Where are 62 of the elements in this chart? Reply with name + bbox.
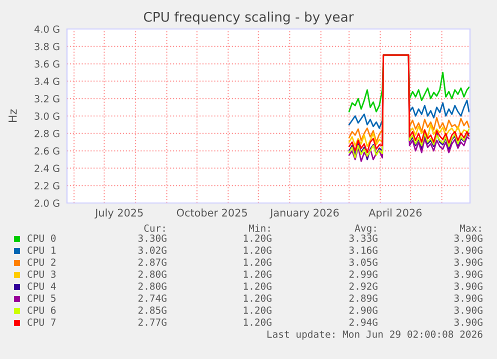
text: 1.20G bbox=[244, 306, 272, 314]
text: 3.16G bbox=[349, 246, 378, 254]
text: Avg: bbox=[354, 224, 376, 234]
legend-label: CPU 6 bbox=[28, 306, 56, 314]
text: 2.77G bbox=[138, 318, 166, 326]
text: 3.05G bbox=[349, 258, 378, 266]
legend-label: CPU 7 bbox=[28, 318, 56, 326]
text: 3.90G bbox=[454, 234, 482, 242]
x-tick-label: January 2026 bbox=[270, 208, 339, 219]
x-tick-label: July 2025 bbox=[94, 208, 143, 219]
y-tick-label: 3.4 G bbox=[34, 78, 60, 86]
y-tick-label: 2.0 G bbox=[34, 199, 60, 207]
text: 2.89G bbox=[349, 294, 378, 302]
text: 3.90G bbox=[454, 258, 482, 266]
x-tick-label: October 2025 bbox=[176, 208, 247, 217]
legend-label: CPU 3 bbox=[28, 270, 56, 278]
text: 3.02G bbox=[138, 246, 166, 254]
text: 1.20G bbox=[244, 234, 272, 242]
text: 3.33G bbox=[349, 234, 378, 242]
text: 3.90G bbox=[454, 306, 482, 314]
y-tick-label: 4.0 G bbox=[34, 25, 60, 33]
text: Cur: bbox=[144, 224, 165, 232]
y-tick-label: 2.2 G bbox=[34, 182, 60, 190]
text: 1.20G bbox=[244, 294, 272, 302]
text: 3.30G bbox=[138, 234, 166, 242]
y-tick-label: 3.6 G bbox=[34, 60, 60, 68]
text: 3.90G bbox=[454, 318, 482, 326]
legend-label: CPU 2 bbox=[28, 258, 56, 266]
text: 2.87G bbox=[138, 258, 166, 266]
chart-title: CPU frequency scaling - by year bbox=[144, 12, 354, 24]
text: 3.90G bbox=[454, 294, 482, 302]
y-tick-label: 2.8 G bbox=[34, 130, 60, 138]
legend-label: CPU 0 bbox=[28, 234, 56, 242]
text: Max: bbox=[460, 224, 481, 232]
text: 2.85G bbox=[138, 306, 166, 314]
text: 2.80G bbox=[138, 270, 166, 278]
text: 1.20G bbox=[244, 318, 272, 326]
legend-label: CPU 1 bbox=[28, 246, 56, 254]
text: 1.20G bbox=[244, 258, 272, 266]
text: 3.90G bbox=[454, 246, 482, 254]
text: 3.90G bbox=[454, 270, 482, 278]
text: 1.20G bbox=[244, 282, 272, 290]
text: Last update: Mon Jun 29 02:00:08 2026 bbox=[267, 330, 482, 340]
y-tick-label: 2.6 G bbox=[34, 147, 60, 155]
text: 1.20G bbox=[244, 270, 272, 278]
text: 2.80G bbox=[138, 282, 166, 290]
legend-label: CPU 5 bbox=[28, 294, 56, 302]
y-tick-label: 3.0 G bbox=[34, 112, 60, 120]
y-axis-title: Hz bbox=[8, 109, 17, 122]
text: Min: bbox=[248, 224, 270, 232]
legend-label: CPU 4 bbox=[28, 282, 56, 290]
y-tick-label: 3.8 G bbox=[34, 42, 60, 50]
text: 2.94G bbox=[349, 318, 378, 326]
text: 2.92G bbox=[349, 282, 378, 290]
y-tick-label: 3.2 G bbox=[34, 95, 60, 102]
text: 1.20G bbox=[244, 246, 272, 254]
text: 3.90G bbox=[454, 282, 482, 290]
x-tick-label: April 2026 bbox=[368, 208, 422, 219]
text: 2.74G bbox=[138, 294, 166, 302]
y-tick-label: 2.4 G bbox=[34, 164, 60, 172]
text: 2.90G bbox=[349, 306, 378, 314]
text: 2.99G bbox=[349, 270, 378, 278]
